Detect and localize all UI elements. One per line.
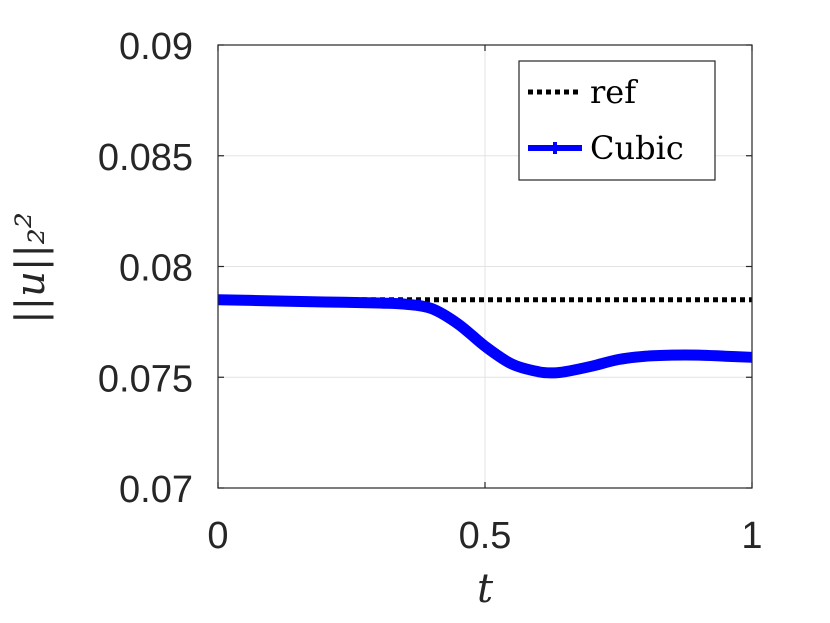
x-tick-label-2: 1 bbox=[741, 515, 762, 557]
legend-ref-label: ref bbox=[590, 73, 638, 111]
x-axis-label: t bbox=[477, 566, 494, 612]
legend-box bbox=[518, 60, 716, 181]
tick-labels: 0 0.5 1 0.07 0.075 0.08 0.085 0.09 bbox=[98, 26, 763, 557]
y-tick-label-0: 0.07 bbox=[119, 469, 193, 511]
axes-frame bbox=[217, 44, 753, 489]
series-line-cubic bbox=[217, 294, 753, 379]
y-tick-label-3: 0.085 bbox=[98, 137, 193, 179]
x-tick-label-1: 0.5 bbox=[459, 515, 512, 557]
y-axis-label: ||u||₂² bbox=[8, 212, 54, 324]
y-tick-label-1: 0.075 bbox=[98, 358, 193, 400]
y-tick-label-4: 0.09 bbox=[119, 26, 193, 68]
series-layer bbox=[217, 294, 753, 379]
y-tick-label-2: 0.08 bbox=[119, 248, 193, 290]
legend: ref Cubic bbox=[518, 60, 716, 181]
x-tick-label-0: 0 bbox=[207, 515, 228, 557]
legend-cubic-label: Cubic bbox=[590, 129, 684, 167]
